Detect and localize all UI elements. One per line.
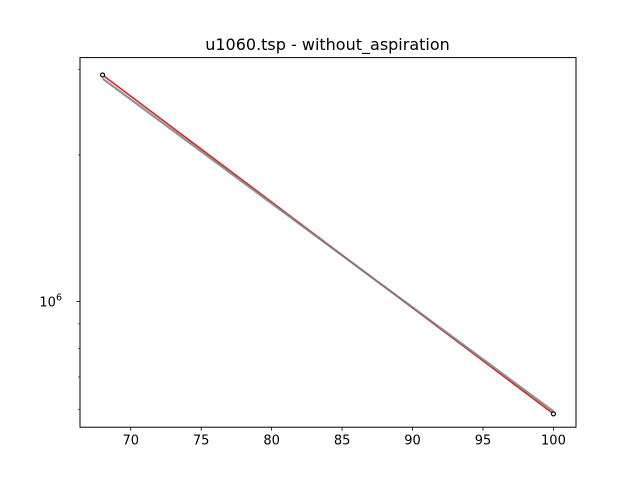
x-tick-label: 85 (334, 434, 351, 449)
x-tick-label: 90 (404, 434, 421, 449)
x-tick-label: 100 (541, 434, 566, 449)
chart-title: u1060.tsp - without_aspiration (205, 35, 450, 55)
series-end-marker (99, 72, 106, 78)
x-tick-label: 95 (475, 434, 492, 449)
y-tick-label-base: 10 (39, 296, 56, 311)
x-axis: 70 75 80 85 90 95 100 (122, 427, 566, 449)
x-tick-label: 75 (193, 434, 210, 449)
series-layer (99, 72, 557, 417)
y-tick-label: 106 (39, 293, 62, 311)
series-end-marker (550, 411, 557, 417)
series-line-1 (101, 77, 555, 413)
y-axis: 106 (39, 68, 80, 410)
x-tick-label: 80 (263, 434, 280, 449)
x-tick-label: 70 (122, 434, 139, 449)
plot-area-frame (79, 57, 577, 428)
y-tick-label-exponent: 6 (56, 293, 62, 304)
